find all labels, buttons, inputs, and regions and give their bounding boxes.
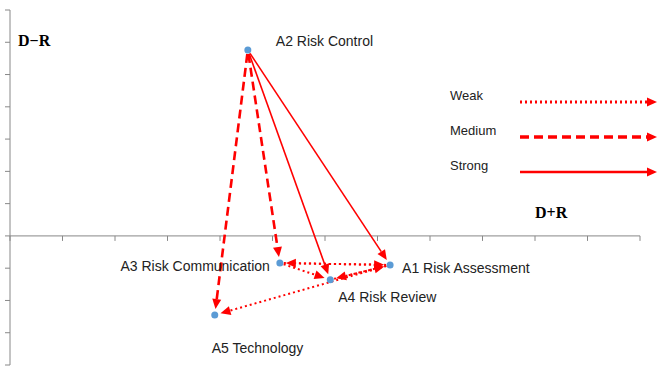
svg-text:A2 Risk Control: A2 Risk Control — [276, 33, 373, 49]
svg-text:Medium: Medium — [450, 123, 496, 138]
svg-text:A5 Technology: A5 Technology — [212, 340, 304, 356]
svg-text:A4 Risk Review: A4 Risk Review — [338, 289, 437, 305]
svg-text:D+R: D+R — [535, 204, 568, 221]
svg-text:Strong: Strong — [450, 158, 488, 173]
svg-text:A3 Risk Communication: A3 Risk Communication — [120, 258, 269, 274]
svg-text:A1 Risk Assessment: A1 Risk Assessment — [402, 260, 530, 276]
svg-text:Weak: Weak — [450, 88, 483, 103]
svg-text:D−R: D−R — [18, 32, 51, 49]
